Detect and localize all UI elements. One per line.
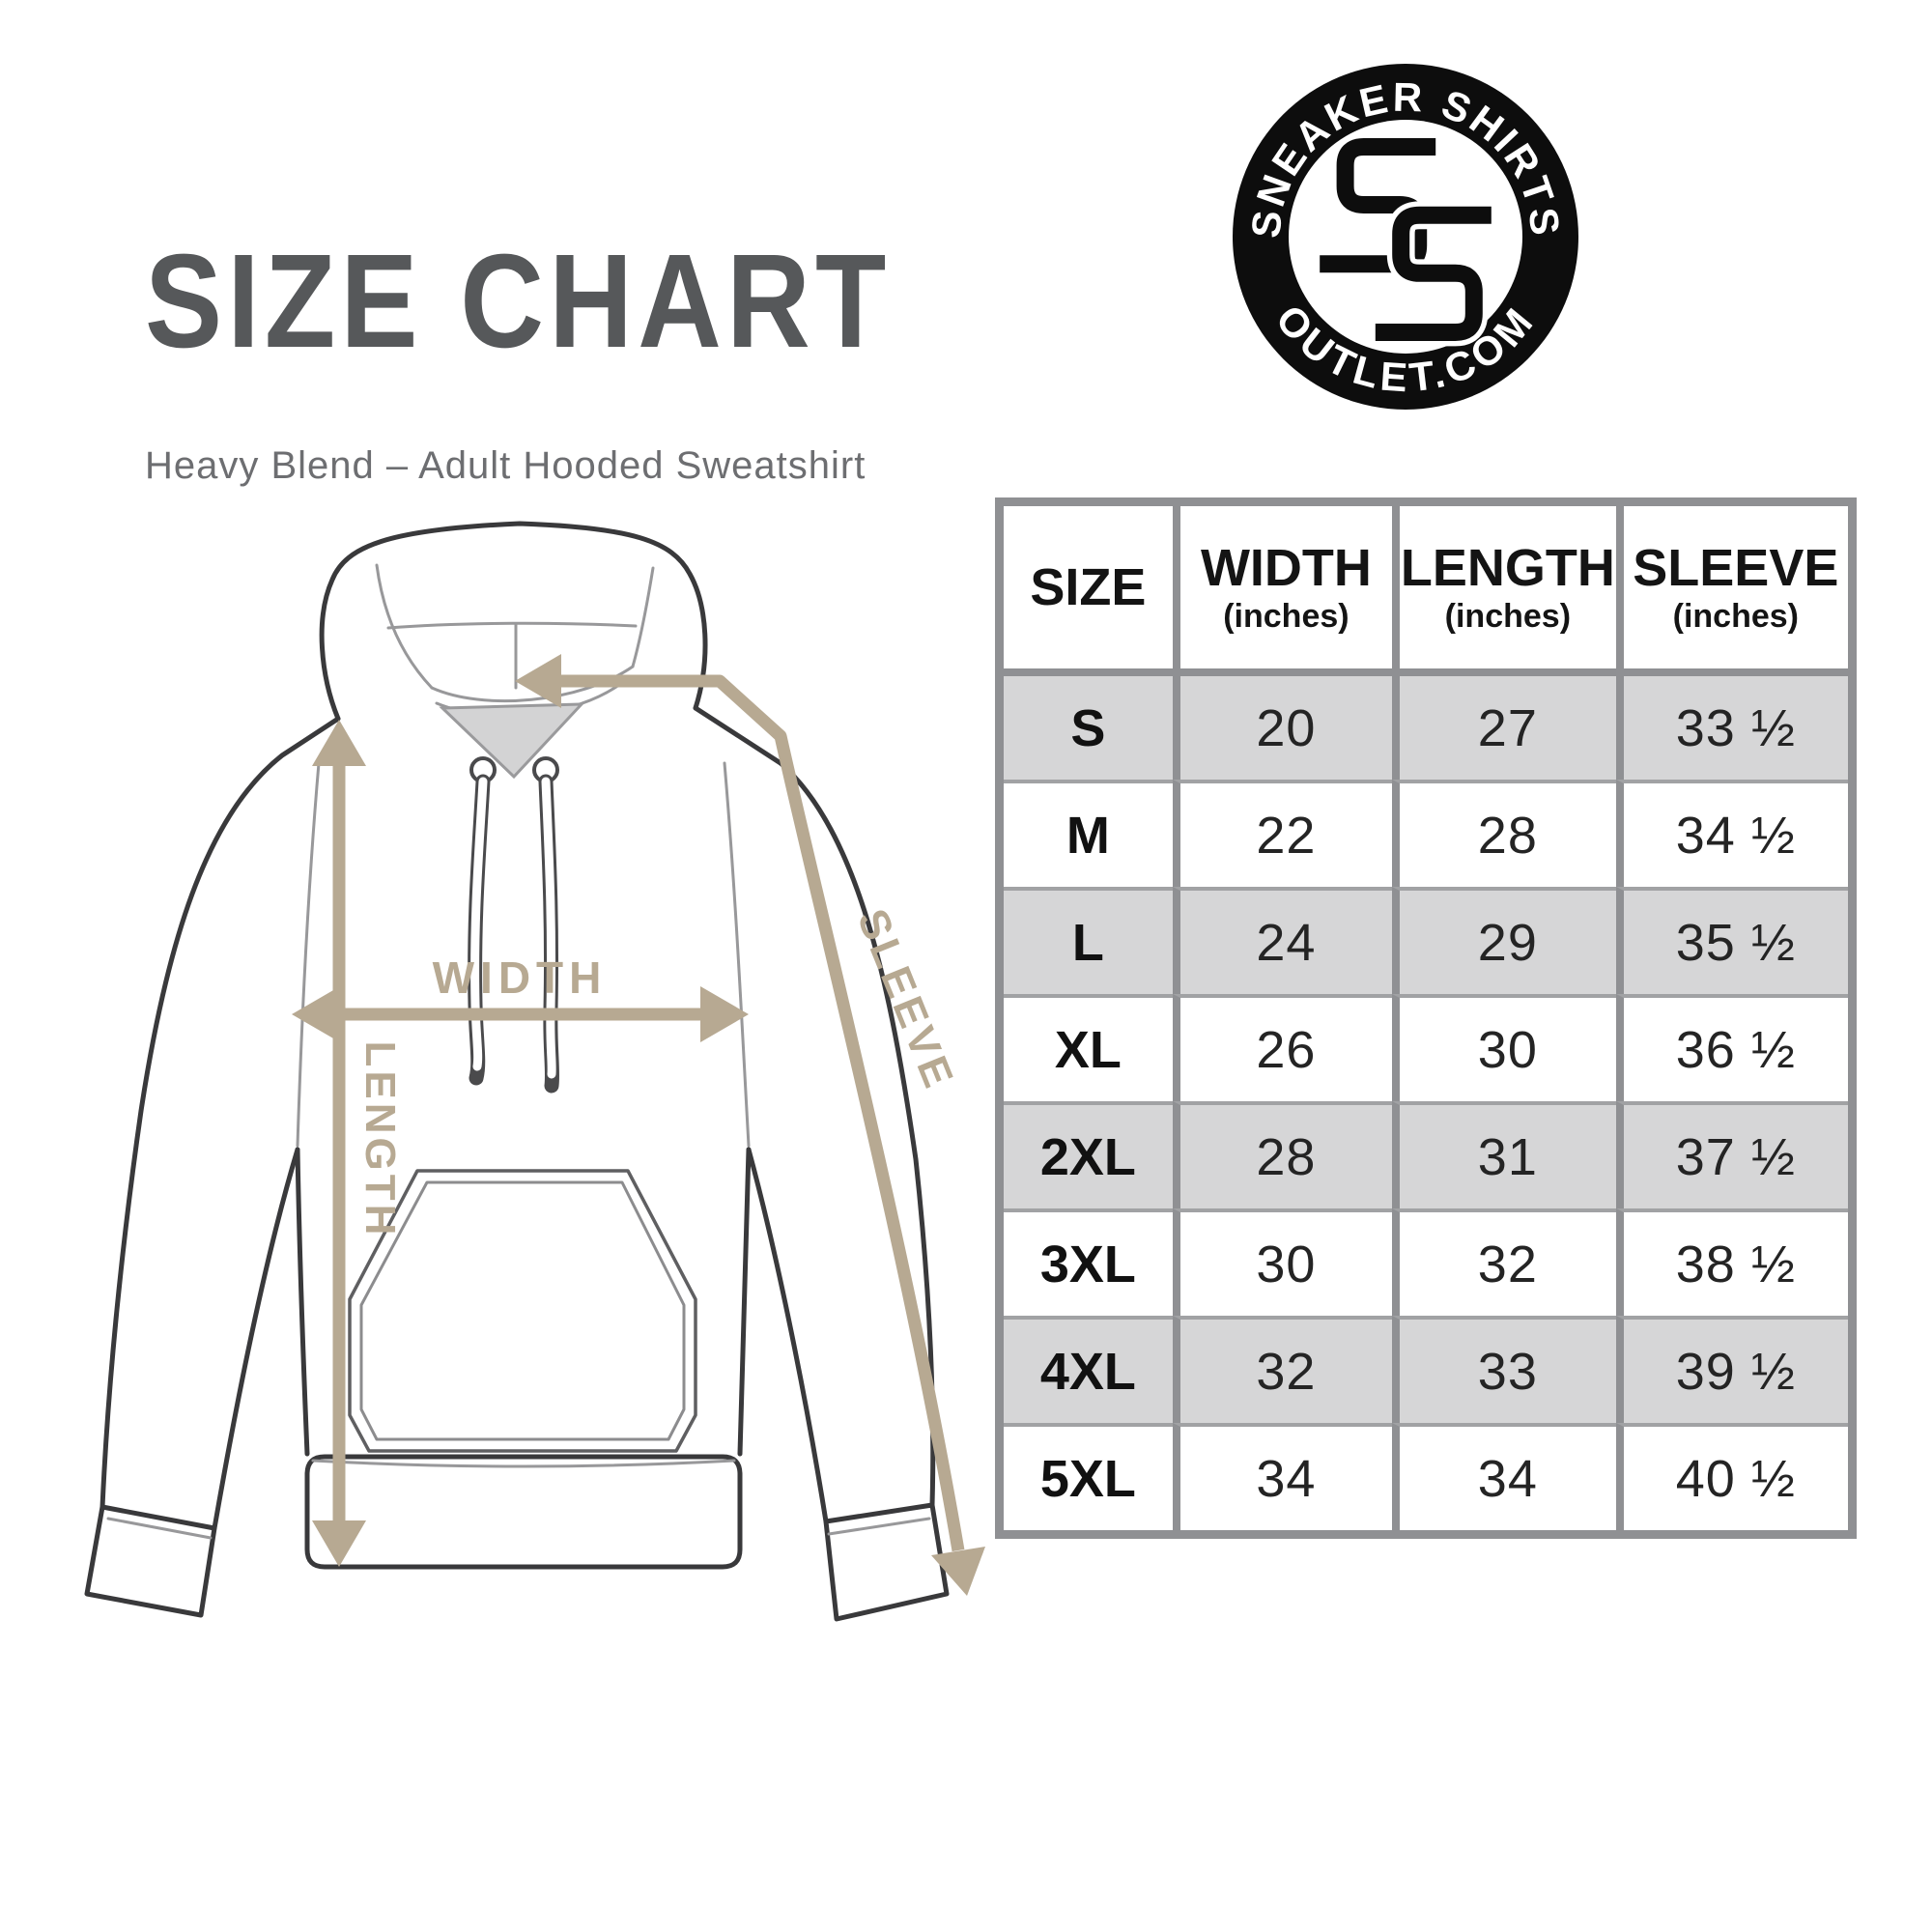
width-arrow xyxy=(292,986,749,1042)
table-row: XL 26 30 36 ½ xyxy=(1004,994,1848,1101)
size-table: SIZE WIDTH (inches) LENGTH (inches) SLEE… xyxy=(995,497,1857,1539)
column-unit: (inches) xyxy=(1444,598,1572,635)
measurement-cell: 36 ½ xyxy=(1615,994,1848,1101)
table-row: M 22 28 34 ½ xyxy=(1004,780,1848,887)
table-row: L 24 29 35 ½ xyxy=(1004,887,1848,994)
measurement-cell: 32 xyxy=(1172,1316,1393,1423)
table-row: S 20 27 33 ½ xyxy=(1004,676,1848,780)
size-cell: 4XL xyxy=(1004,1316,1173,1423)
size-cell: 5XL xyxy=(1004,1423,1173,1530)
size-cell: 2XL xyxy=(1004,1101,1173,1208)
measurement-cell: 28 xyxy=(1172,1101,1393,1208)
column-label: SIZE xyxy=(1030,558,1147,616)
page-subtitle: Heavy Blend – Adult Hooded Sweatshirt xyxy=(145,444,867,487)
sleeve-arrow xyxy=(515,654,985,1596)
measurement-cell: 34 ½ xyxy=(1615,780,1848,887)
logo-monogram xyxy=(1320,137,1492,347)
column-label: LENGTH xyxy=(1400,539,1615,597)
measurement-cell: 32 xyxy=(1392,1208,1616,1316)
hoodie-outline xyxy=(84,521,950,1622)
page-title: SIZE CHART xyxy=(145,227,892,376)
measurement-cell: 30 xyxy=(1172,1208,1393,1316)
measurement-cell: 30 xyxy=(1392,994,1616,1101)
measurement-cell: 40 ½ xyxy=(1615,1423,1848,1530)
table-row: 3XL 30 32 38 ½ xyxy=(1004,1208,1848,1316)
size-cell: M xyxy=(1004,780,1173,887)
measurement-cell: 26 xyxy=(1172,994,1393,1101)
column-header-sleeve: SLEEVE (inches) xyxy=(1615,506,1848,676)
column-label: SLEEVE xyxy=(1633,539,1839,597)
measurement-cell: 27 xyxy=(1392,676,1616,780)
measurement-cell: 35 ½ xyxy=(1615,887,1848,994)
column-header-width: WIDTH (inches) xyxy=(1172,506,1393,676)
measurement-cell: 28 xyxy=(1392,780,1616,887)
column-header-size: SIZE xyxy=(1004,506,1173,676)
measurement-cell: 33 xyxy=(1392,1316,1616,1423)
measurement-cell: 31 xyxy=(1392,1101,1616,1208)
table-row: 2XL 28 31 37 ½ xyxy=(1004,1101,1848,1208)
hoodie-diagram: WIDTH LENGTH SLEEVE xyxy=(84,521,985,1622)
measurement-cell: 22 xyxy=(1172,780,1393,887)
measurement-cell: 24 xyxy=(1172,887,1393,994)
table-row: 4XL 32 33 39 ½ xyxy=(1004,1316,1848,1423)
length-arrow xyxy=(312,720,366,1567)
measurement-cell: 38 ½ xyxy=(1615,1208,1848,1316)
size-cell: XL xyxy=(1004,994,1173,1101)
column-header-length: LENGTH (inches) xyxy=(1392,506,1616,676)
length-label: LENGTH xyxy=(356,1041,404,1239)
neck-panel xyxy=(439,702,585,780)
size-table-body: S 20 27 33 ½ M 22 28 34 ½ L 24 29 35 ½ XL 26 30 36 ½ 2XL… xyxy=(1004,676,1848,1530)
brand-logo: SNEAKER SHIRTS OUTLET.COM xyxy=(1233,64,1578,410)
measurement-cell: 34 xyxy=(1172,1423,1393,1530)
size-cell: L xyxy=(1004,887,1173,994)
measurement-cell: 37 ½ xyxy=(1615,1101,1848,1208)
size-cell: 3XL xyxy=(1004,1208,1173,1316)
measurement-cell: 20 xyxy=(1172,676,1393,780)
measurement-cell: 33 ½ xyxy=(1615,676,1848,780)
column-label: WIDTH xyxy=(1200,539,1372,597)
sleeve-label: SLEEVE xyxy=(848,902,963,1097)
size-cell: S xyxy=(1004,676,1173,780)
column-unit: (inches) xyxy=(1223,598,1350,635)
measurement-cell: 34 xyxy=(1392,1423,1616,1530)
column-unit: (inches) xyxy=(1672,598,1799,635)
measurement-cell: 39 ½ xyxy=(1615,1316,1848,1423)
width-label: WIDTH xyxy=(433,952,608,1003)
measurement-cell: 29 xyxy=(1392,887,1616,994)
table-row: 5XL 34 34 40 ½ xyxy=(1004,1423,1848,1530)
size-table-header: SIZE WIDTH (inches) LENGTH (inches) SLEE… xyxy=(1004,506,1848,676)
